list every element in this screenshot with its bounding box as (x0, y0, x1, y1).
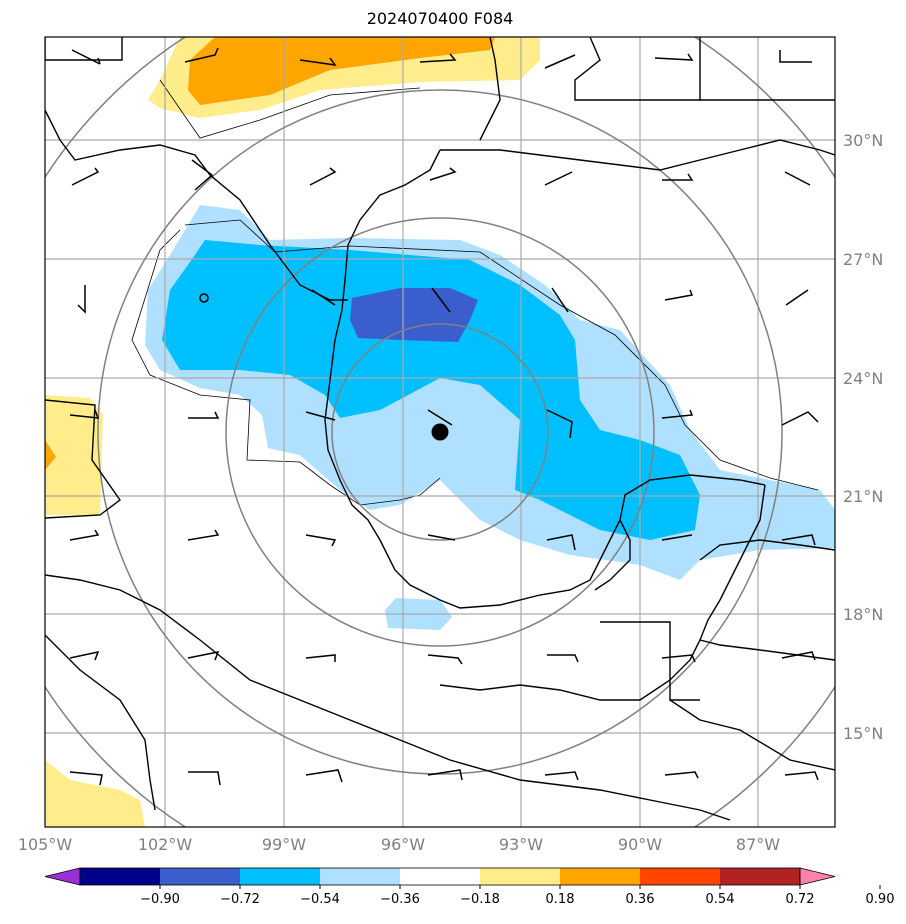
lat-labels: 30°N 27°N 24°N 21°N 18°N 15°N (843, 131, 883, 743)
map-title: 2024070400 F084 (366, 9, 514, 28)
colorbar-tick-label: −0.54 (300, 892, 340, 907)
colorbar-segment (80, 868, 161, 885)
colorbar-tick-label: −0.90 (140, 892, 180, 907)
map-frame (44, 36, 836, 828)
lat-label: 27°N (843, 250, 883, 269)
colorbar-tick-label: 0.18 (546, 892, 575, 907)
lon-label: 102°W (138, 835, 193, 854)
lat-label: 18°N (843, 605, 883, 624)
colorbar-tick-label: −0.72 (220, 892, 260, 907)
lon-label: 93°W (499, 835, 543, 854)
colorbar-tick-label: −0.36 (380, 892, 420, 907)
lon-label: 96°W (381, 835, 425, 854)
colorbar-segment (560, 868, 641, 885)
lon-label: 99°W (262, 835, 306, 854)
low-marker (199, 293, 209, 303)
colorbar-tick-label: 0.72 (786, 892, 815, 907)
colorbar: −0.90 −0.72 −0.54 −0.36 −0.18 0.18 0.36 0.54 0.7… (44, 867, 895, 907)
colorbar-extend-high (799, 867, 836, 886)
colorbar-segment (640, 868, 721, 885)
colorbar-tick-label: 0.36 (626, 892, 655, 907)
range-rings (45, 37, 835, 827)
coastlines (45, 37, 835, 821)
graticule (45, 37, 835, 827)
colorbar-tick-label: 0.90 (866, 892, 895, 907)
lat-label: 21°N (843, 487, 883, 506)
lon-label: 87°W (736, 835, 780, 854)
colorbar-segment (160, 868, 241, 885)
lon-label: 90°W (618, 835, 662, 854)
lon-label: 105°W (18, 835, 73, 854)
anomaly-fill (45, 37, 835, 827)
colorbar-segment (400, 868, 481, 885)
contour-line (131, 219, 819, 506)
colorbar-tick-label: −0.18 (460, 892, 500, 907)
colorbar-tick-label: 0.54 (706, 892, 735, 907)
colorbar-frame (79, 867, 801, 886)
map-area (45, 37, 835, 827)
storm-center-marker (431, 423, 449, 441)
colorbar-segment (480, 868, 561, 885)
lon-labels: 105°W 102°W 99°W 96°W 93°W 90°W 87°W (18, 835, 780, 854)
lat-label: 30°N (843, 131, 883, 150)
lat-label: 24°N (843, 369, 883, 388)
lat-label: 15°N (843, 724, 883, 743)
colorbar-extend-low (44, 867, 81, 886)
colorbar-segment (720, 868, 801, 885)
colorbar-segment (320, 868, 401, 885)
colorbar-segment (240, 868, 321, 885)
wind-barbs (69, 47, 819, 786)
